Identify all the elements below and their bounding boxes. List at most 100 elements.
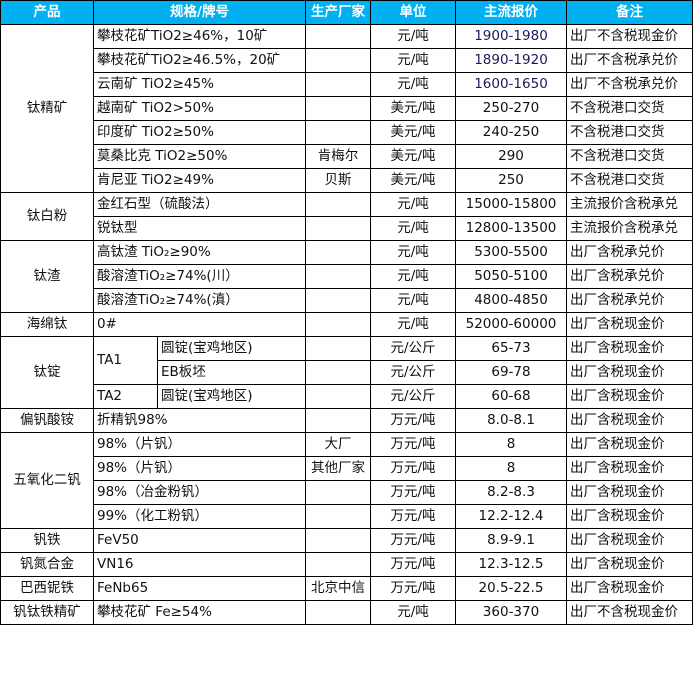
note-cell: 出厂含税现金价 xyxy=(566,408,693,433)
unit-cell: 元/吨 xyxy=(370,240,456,265)
unit-cell: 万元/吨 xyxy=(370,552,456,577)
note-cell: 出厂不含税现金价 xyxy=(566,24,693,49)
price-cell: 360-370 xyxy=(455,600,567,625)
header-price: 主流报价 xyxy=(455,0,567,25)
spec-cell: 金红石型（硫酸法） xyxy=(93,192,306,217)
note-cell: 不含税港口交货 xyxy=(566,120,693,145)
unit-cell: 万元/吨 xyxy=(370,456,456,481)
note-cell: 出厂不含税承兑价 xyxy=(566,48,693,73)
product-cell: 偏钒酸铵 xyxy=(0,408,94,433)
header-row: 产品 规格/牌号 生产厂家 单位 主流报价 备注 xyxy=(0,0,693,25)
note-cell: 不含税港口交货 xyxy=(566,96,693,121)
product-cell: 钒钛铁精矿 xyxy=(0,600,94,625)
spec-cell: FeV50 xyxy=(93,528,306,553)
table-row: 钛渣 高钛渣 TiO₂≥90% 元/吨 5300-5500 出厂含税承兑价 xyxy=(0,240,693,313)
product-cell: 钒氮合金 xyxy=(0,552,94,577)
note-cell: 出厂含税现金价 xyxy=(566,336,693,361)
price-cell: 20.5-22.5 xyxy=(455,576,567,601)
unit-cell: 元/吨 xyxy=(370,312,456,337)
spec-cell: 0# xyxy=(93,312,306,337)
unit-cell: 元/吨 xyxy=(370,192,456,217)
maker-cell xyxy=(305,384,371,409)
header-note: 备注 xyxy=(566,0,693,25)
table-row: TA2 圆锭(宝鸡地区) 元/公斤 60-68 出厂含税现金价 xyxy=(1,384,693,409)
note-cell: 出厂含税现金价 xyxy=(566,456,693,481)
spec-cell: 肯尼亚 TiO2≥49% xyxy=(93,168,306,193)
maker-cell: 其他厂家 xyxy=(305,456,371,481)
spec-cell: 攀枝花矿TiO2≥46%，10矿 xyxy=(93,24,306,49)
price-cell: 290 xyxy=(455,144,567,169)
unit-cell: 元/吨 xyxy=(370,72,456,97)
note-cell: 出厂含税现金价 xyxy=(566,312,693,337)
spec-cell: 98%（冶金粉钒） xyxy=(93,480,306,505)
product-cell: 钒铁 xyxy=(0,528,94,553)
unit-cell: 元/吨 xyxy=(370,600,456,625)
maker-cell xyxy=(305,288,371,313)
table-row: 越南矿 TiO2>50% 美元/吨 250-270 不含税港口交货 xyxy=(1,96,693,121)
spec-cell: 莫桑比克 TiO2≥50% xyxy=(93,144,306,169)
maker-cell xyxy=(305,360,371,385)
table-row: 98%（冶金粉钒） 万元/吨 8.2-8.3 出厂含税现金价 xyxy=(1,480,693,505)
table-row: 99%（化工粉钒） 万元/吨 12.2-12.4 出厂含税现金价 xyxy=(1,504,693,529)
table-row: 巴西铌铁 FeNb65 北京中信 万元/吨 20.5-22.5 出厂含税现金价 xyxy=(0,576,693,601)
table-row: 莫桑比克 TiO2≥50% 肯梅尔 美元/吨 290 不含税港口交货 xyxy=(1,144,693,169)
table-row: 钒钛铁精矿 攀枝花矿 Fe≥54% 元/吨 360-370 出厂不含税现金价 xyxy=(0,600,693,625)
unit-cell: 元/吨 xyxy=(370,288,456,313)
price-cell: 60-68 xyxy=(455,384,567,409)
spec-cell: 99%（化工粉钒） xyxy=(93,504,306,529)
note-cell: 出厂含税现金价 xyxy=(566,552,693,577)
spec-cell: 锐钛型 xyxy=(93,216,306,241)
spec-cell: 印度矿 TiO2≥50% xyxy=(93,120,306,145)
unit-cell: 万元/吨 xyxy=(370,528,456,553)
product-cell: 五氧化二钒 xyxy=(0,432,94,529)
spec-form-cell: 圆锭(宝鸡地区) xyxy=(157,336,306,361)
unit-cell: 美元/吨 xyxy=(370,144,456,169)
table-row: 98%（片钒） 其他厂家 万元/吨 8 出厂含税现金价 xyxy=(1,456,693,481)
maker-cell xyxy=(305,336,371,361)
spec-cell: 高钛渣 TiO₂≥90% xyxy=(93,240,306,265)
spec-cell: 98%（片钒） xyxy=(93,432,306,457)
maker-cell xyxy=(305,264,371,289)
note-cell: 出厂含税承兑价 xyxy=(566,288,693,313)
table-row: 钒铁 FeV50 万元/吨 8.9-9.1 出厂含税现金价 xyxy=(0,528,693,553)
price-cell: 250 xyxy=(455,168,567,193)
unit-cell: 元/吨 xyxy=(370,48,456,73)
spec-cell: FeNb65 xyxy=(93,576,306,601)
note-cell: 主流报价含税承兑 xyxy=(566,216,693,241)
price-cell: 69-78 xyxy=(455,360,567,385)
unit-cell: 元/公斤 xyxy=(370,360,456,385)
header-spec: 规格/牌号 xyxy=(93,0,306,25)
price-cell: 240-250 xyxy=(455,120,567,145)
maker-cell xyxy=(305,192,371,217)
note-cell: 出厂不含税现金价 xyxy=(566,600,693,625)
maker-cell xyxy=(305,312,371,337)
spec-cell: 云南矿 TiO2≥45% xyxy=(93,72,306,97)
maker-cell xyxy=(305,216,371,241)
maker-cell xyxy=(305,528,371,553)
price-cell: 12.3-12.5 xyxy=(455,552,567,577)
unit-cell: 元/吨 xyxy=(370,216,456,241)
table-row: 酸溶渣TiO₂≥74%(川） 元/吨 5050-5100 出厂含税承兑价 xyxy=(1,264,693,289)
maker-cell xyxy=(305,504,371,529)
unit-cell: 万元/吨 xyxy=(370,408,456,433)
table-row: 云南矿 TiO2≥45% 元/吨 1600-1650 出厂不含税承兑价 xyxy=(1,72,693,97)
spec-form-cell: EB板坯 xyxy=(157,360,306,385)
table-row: 五氧化二钒 98%（片钒） 大厂 万元/吨 8 出厂含税现金价 xyxy=(0,432,693,529)
spec-grade-cell: TA2 xyxy=(93,384,158,409)
price-cell: 52000-60000 xyxy=(455,312,567,337)
maker-cell: 贝斯 xyxy=(305,168,371,193)
price-cell: 8 xyxy=(455,456,567,481)
price-cell: 15000-15800 xyxy=(455,192,567,217)
table-row: 钛锭 TA1 圆锭(宝鸡地区) 元/公斤 65-73 出厂含税现金价 xyxy=(0,336,693,409)
price-table: 产品 规格/牌号 生产厂家 单位 主流报价 备注 钛精矿 攀枝花矿TiO2≥46%… xyxy=(0,0,693,625)
table-row: 钛精矿 攀枝花矿TiO2≥46%，10矿 元/吨 1900-1980 出厂不含税现金价 xyxy=(0,24,693,193)
table-row: 钒氮合金 VN16 万元/吨 12.3-12.5 出厂含税现金价 xyxy=(0,552,693,577)
spec-grade-cell: TA1 xyxy=(93,336,158,385)
maker-cell xyxy=(305,240,371,265)
price-cell: 1900-1980 xyxy=(455,24,567,49)
unit-cell: 万元/吨 xyxy=(370,480,456,505)
product-cell: 钛精矿 xyxy=(0,24,94,193)
table-row: 攀枝花矿TiO2≥46.5%，20矿 元/吨 1890-1920 出厂不含税承兑价 xyxy=(1,48,693,73)
price-cell: 8.0-8.1 xyxy=(455,408,567,433)
unit-cell: 万元/吨 xyxy=(370,576,456,601)
